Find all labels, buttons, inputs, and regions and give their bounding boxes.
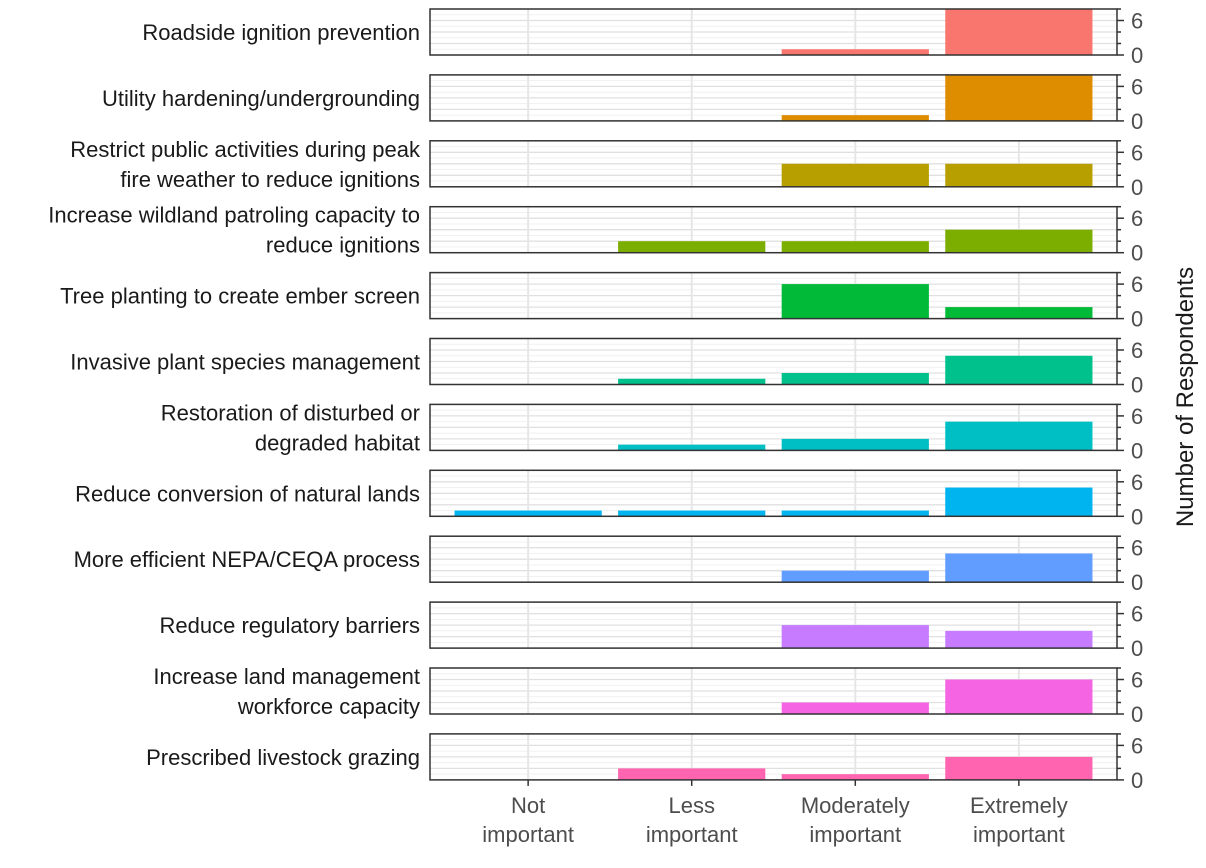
facet-label: reduce ignitions bbox=[266, 233, 420, 258]
facet-label: Utility hardening/undergrounding bbox=[102, 86, 420, 111]
facet-label: fire weather to reduce ignitions bbox=[120, 167, 420, 192]
y-tick-label: 0 bbox=[1131, 636, 1143, 661]
facet-label: Restrict public activities during peak bbox=[70, 137, 421, 162]
facet-label: workforce capacity bbox=[237, 694, 420, 719]
bar bbox=[454, 510, 602, 517]
y-tick-label: 0 bbox=[1131, 373, 1143, 398]
facet-label: Restoration of disturbed or bbox=[161, 400, 420, 425]
y-tick-label: 0 bbox=[1131, 43, 1143, 68]
y-tick-label: 6 bbox=[1131, 338, 1143, 363]
y-tick-label: 6 bbox=[1131, 140, 1143, 165]
y-tick-label: 0 bbox=[1131, 438, 1143, 463]
bar bbox=[945, 9, 1093, 55]
facet-label: More efficient NEPA/CEQA process bbox=[74, 547, 420, 572]
y-tick-label: 6 bbox=[1131, 404, 1143, 429]
x-tick-label: important bbox=[646, 822, 738, 847]
y-tick-label: 0 bbox=[1131, 570, 1143, 595]
facet-label: Increase land management bbox=[153, 664, 420, 689]
bar bbox=[945, 163, 1093, 187]
y-tick-label: 6 bbox=[1131, 668, 1143, 693]
facet-label: Prescribed livestock grazing bbox=[146, 745, 420, 770]
facet-label: degraded habitat bbox=[255, 430, 420, 455]
x-tick-label: Extremely bbox=[970, 793, 1068, 818]
x-tick-label: important bbox=[482, 822, 574, 847]
y-tick-label: 0 bbox=[1131, 702, 1143, 727]
bar bbox=[781, 163, 929, 187]
bar bbox=[781, 115, 929, 121]
y-tick-label: 0 bbox=[1131, 109, 1143, 134]
bar bbox=[781, 774, 929, 780]
x-tick-label: Not bbox=[511, 793, 545, 818]
bar bbox=[781, 241, 929, 253]
bar bbox=[945, 229, 1093, 253]
y-tick-label: 6 bbox=[1131, 206, 1143, 231]
bar bbox=[618, 510, 766, 517]
bar bbox=[945, 487, 1093, 517]
bar bbox=[945, 630, 1093, 649]
bar bbox=[618, 444, 766, 451]
facet-label: Reduce conversion of natural lands bbox=[75, 481, 420, 506]
bar bbox=[781, 49, 929, 55]
facet-label: Invasive plant species management bbox=[70, 350, 420, 375]
y-tick-label: 0 bbox=[1131, 241, 1143, 266]
bar bbox=[945, 307, 1093, 319]
x-tick-label: Moderately bbox=[801, 793, 910, 818]
bar bbox=[618, 768, 766, 780]
facet-label: Reduce regulatory barriers bbox=[160, 613, 420, 638]
y-tick-label: 0 bbox=[1131, 768, 1143, 793]
y-tick-label: 0 bbox=[1131, 175, 1143, 200]
y-tick-label: 6 bbox=[1131, 470, 1143, 495]
y-axis-title: Number of Respondents bbox=[1172, 267, 1199, 527]
facet-label: Tree planting to create ember screen bbox=[60, 284, 420, 309]
bar bbox=[781, 373, 929, 385]
x-tick-label: important bbox=[973, 822, 1065, 847]
y-tick-label: 0 bbox=[1131, 504, 1143, 529]
bar bbox=[781, 625, 929, 649]
bar bbox=[781, 510, 929, 517]
y-tick-label: 6 bbox=[1131, 536, 1143, 561]
y-tick-label: 6 bbox=[1131, 9, 1143, 34]
bar bbox=[945, 355, 1093, 385]
bar bbox=[945, 679, 1093, 714]
x-tick-label: important bbox=[809, 822, 901, 847]
bar bbox=[945, 553, 1093, 583]
y-tick-label: 0 bbox=[1131, 307, 1143, 332]
y-tick-label: 6 bbox=[1131, 272, 1143, 297]
bar bbox=[781, 438, 929, 451]
bar bbox=[618, 378, 766, 385]
facet-label: Roadside ignition prevention bbox=[142, 20, 420, 45]
bar bbox=[945, 74, 1093, 121]
y-tick-label: 6 bbox=[1131, 602, 1143, 627]
x-tick-label: Less bbox=[668, 793, 714, 818]
bar bbox=[618, 241, 766, 253]
bar bbox=[781, 284, 929, 319]
y-tick-label: 6 bbox=[1131, 74, 1143, 99]
facet-label: Increase wildland patroling capacity to bbox=[48, 203, 420, 228]
bar bbox=[781, 702, 929, 714]
bar bbox=[945, 756, 1093, 780]
y-tick-label: 6 bbox=[1131, 733, 1143, 758]
bar bbox=[945, 421, 1093, 451]
bar bbox=[781, 570, 929, 583]
